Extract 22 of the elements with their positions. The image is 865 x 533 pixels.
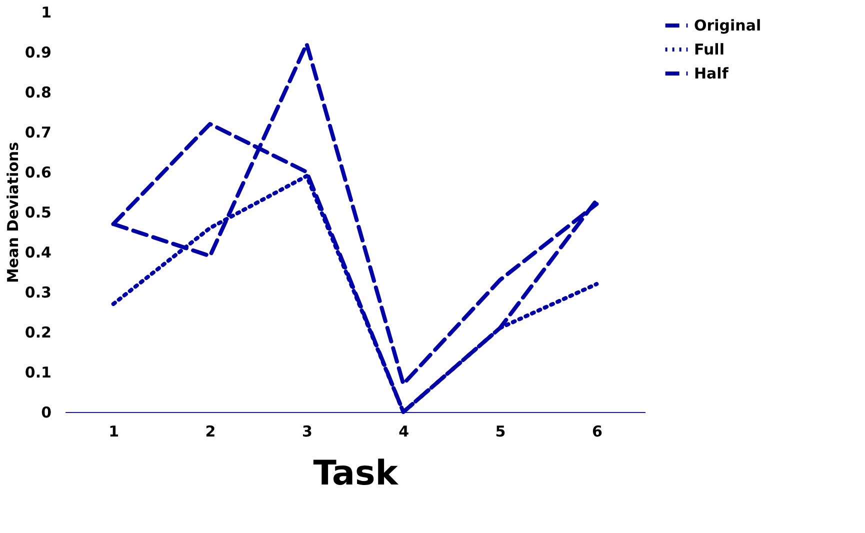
legend-label: Original [694, 16, 762, 34]
y-tick-label: 0.7 [24, 124, 52, 142]
y-tick-label: 0 [41, 404, 52, 422]
y-tick-label: 0.8 [24, 84, 52, 102]
y-tick-label: 0.2 [24, 324, 52, 342]
x-tick-label: 5 [495, 422, 506, 440]
y-tick-label: 0.1 [24, 364, 52, 382]
y-axis-title: Mean Deviations [4, 142, 22, 284]
x-tick-label: 3 [302, 422, 312, 440]
x-tick-label: 2 [205, 422, 216, 440]
x-tick-label: 6 [592, 422, 602, 440]
y-tick-label: 0.6 [24, 164, 52, 182]
y-tick-label: 1 [41, 4, 52, 22]
legend-label: Half [694, 64, 729, 82]
x-tick-label: 4 [398, 422, 410, 440]
x-tick-label: 1 [108, 422, 120, 440]
y-tick-label: 0.5 [24, 204, 52, 222]
y-tick-label: 0.9 [24, 44, 52, 62]
legend-label: Full [694, 40, 724, 58]
y-tick-label: 0.3 [24, 284, 52, 302]
y-tick-label: 0.4 [24, 244, 52, 262]
x-axis-title: Task [313, 454, 400, 494]
